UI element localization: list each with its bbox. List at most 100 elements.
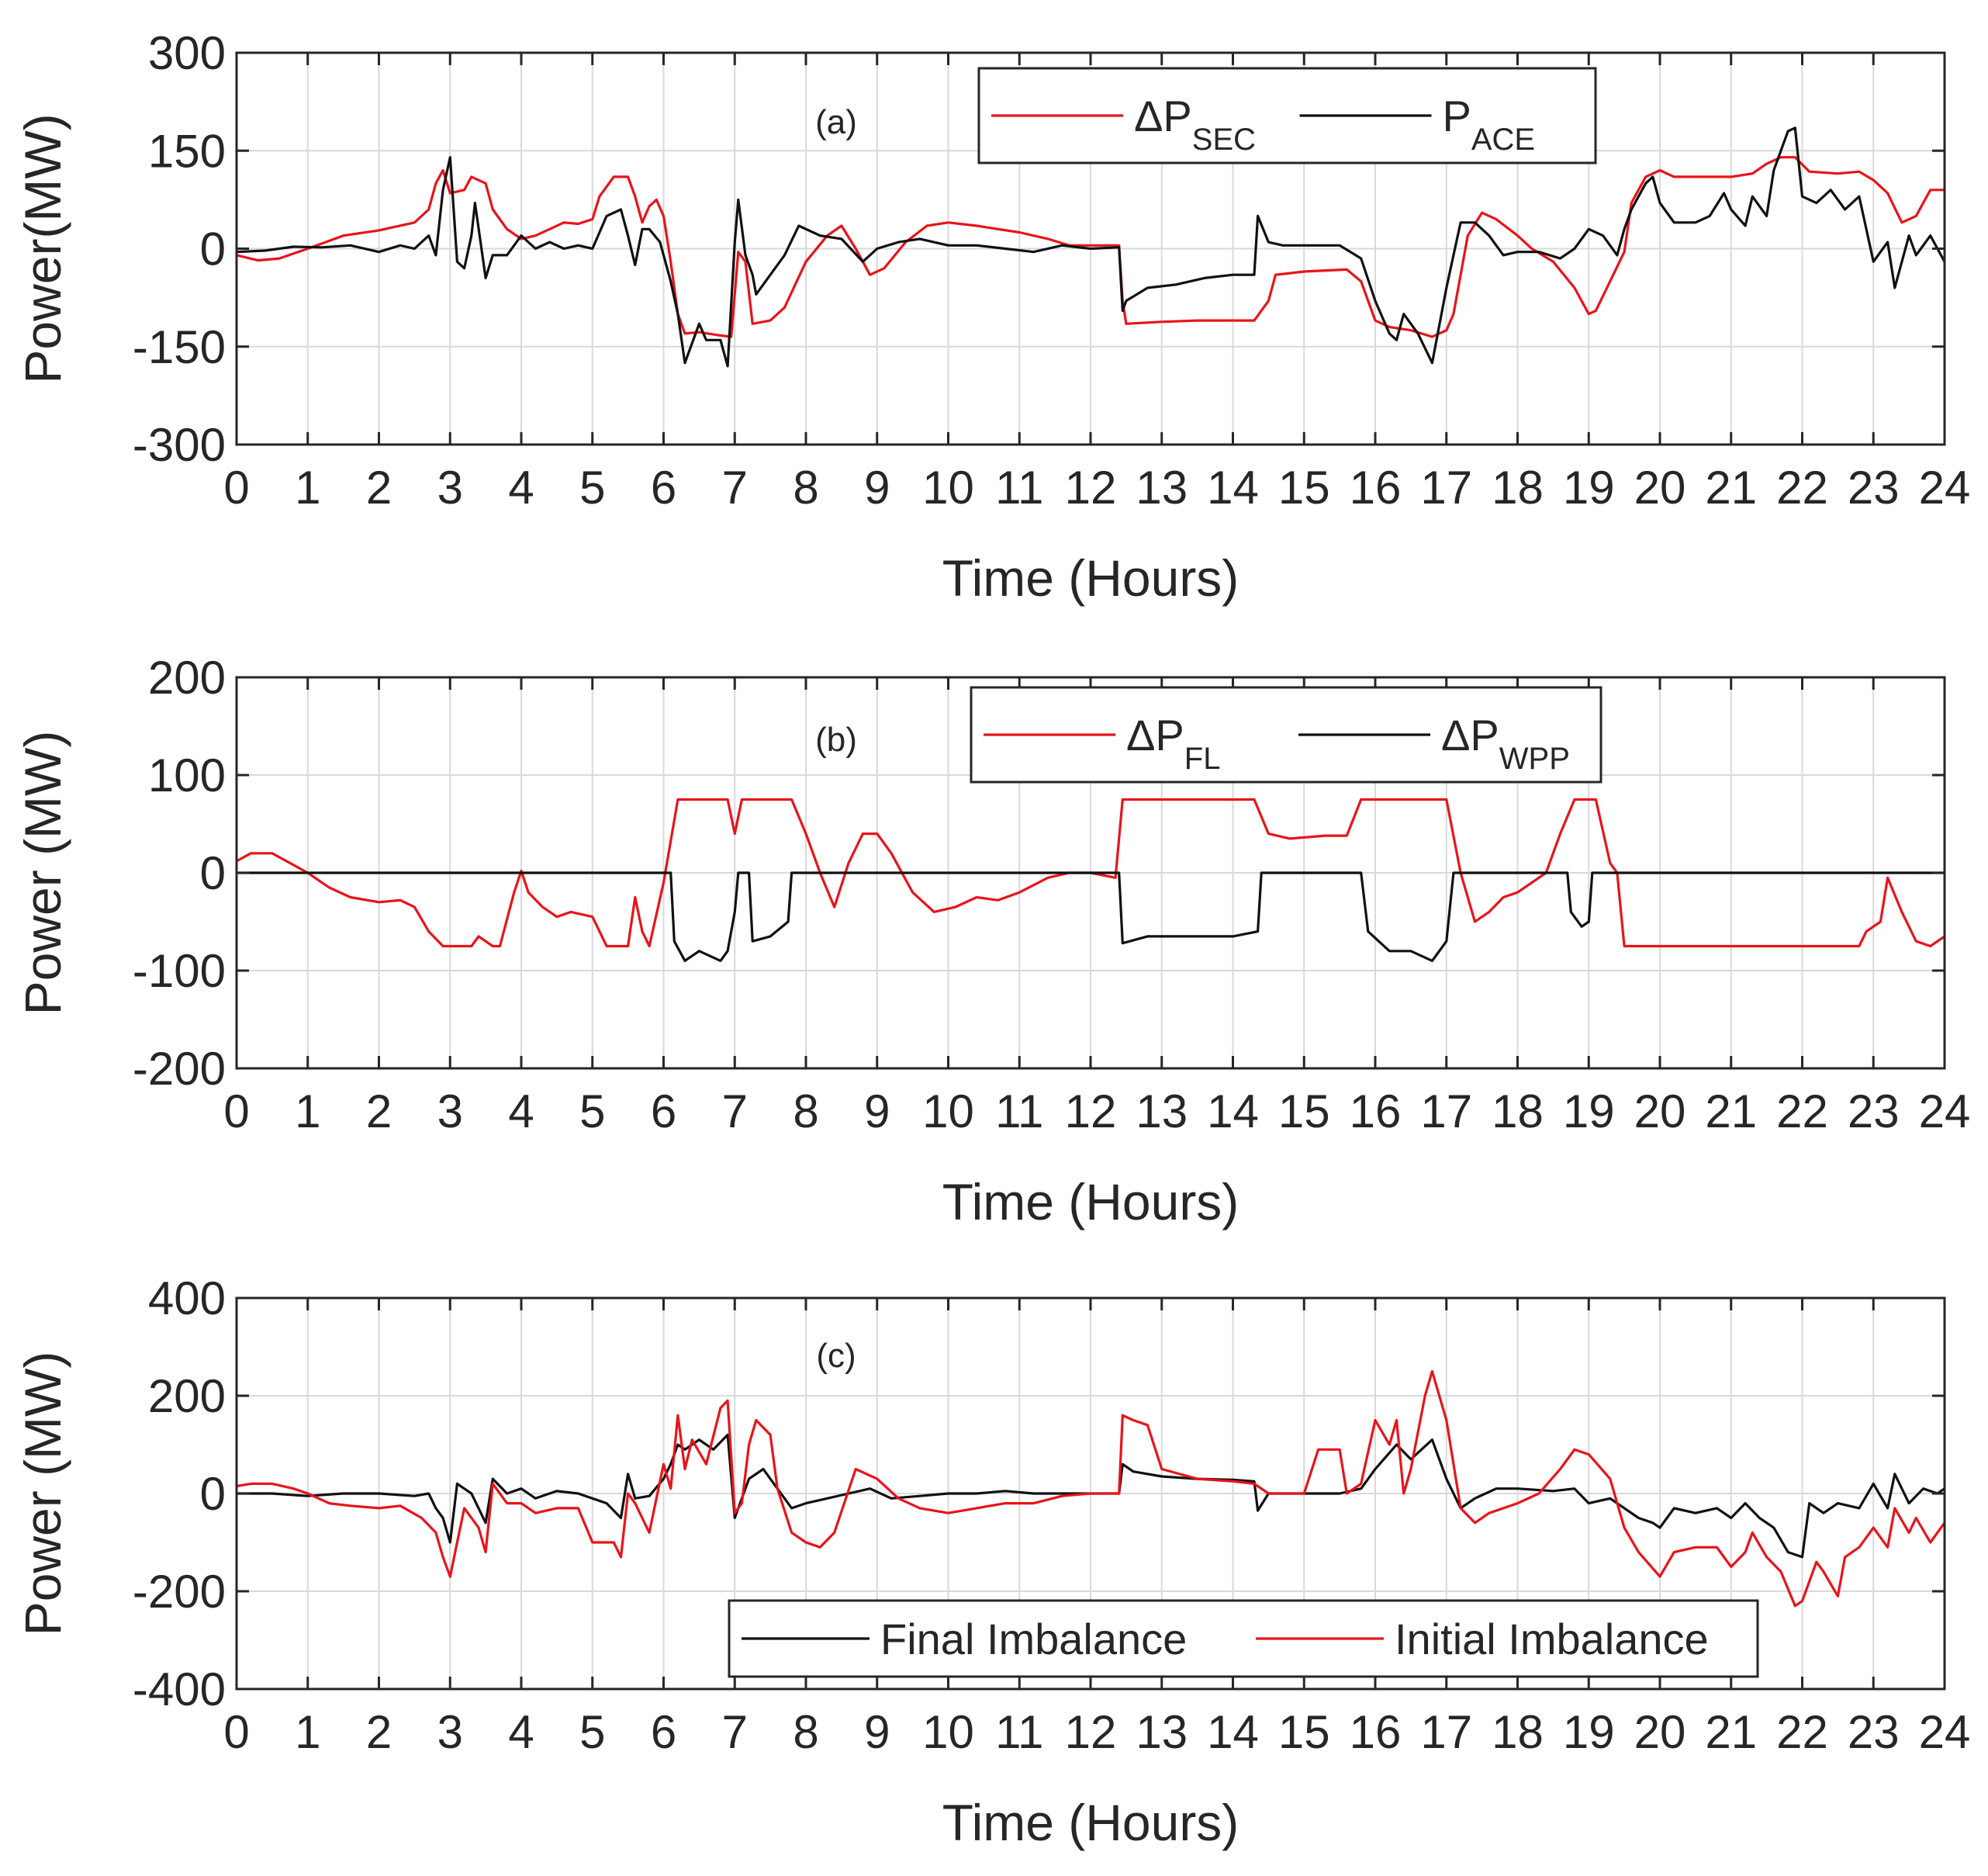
x-tick-label: 4 — [508, 1706, 534, 1758]
legend: Final Imbalance Initial Imbalance — [728, 1599, 1759, 1678]
y-tick-label: -300 — [133, 419, 226, 471]
chart-panel-1: 0 1 2 3 4 5 6 7 8 9 10 11 12 13 14 15 16 17 18 19 20 21 22 23 24… — [14, 27, 1970, 607]
series-line-p-ace — [237, 126, 1945, 368]
x-tick-label: 17 — [1420, 1085, 1472, 1137]
x-tick-label: 5 — [579, 1706, 605, 1758]
x-tick-label: 2 — [366, 462, 392, 514]
x-tick-label: 23 — [1848, 462, 1900, 514]
x-tick-label: 11 — [995, 462, 1043, 514]
x-tick-label: 12 — [1065, 1085, 1117, 1137]
x-tick-label: 8 — [793, 462, 818, 514]
x-tick-label: 14 — [1207, 462, 1259, 514]
x-tick-label: 22 — [1776, 462, 1828, 514]
x-tick-label: 3 — [437, 462, 463, 514]
x-tick-label: 1 — [295, 1085, 320, 1137]
x-tick-label: 13 — [1136, 1706, 1188, 1758]
x-axis-label: Time (Hours) — [942, 1794, 1239, 1851]
x-tick-label: 10 — [922, 1706, 974, 1758]
y-tick-label: 100 — [148, 749, 226, 801]
x-tick-label: 10 — [922, 1085, 974, 1137]
x-tick-label: 21 — [1705, 1085, 1757, 1137]
x-tick-label: 21 — [1705, 462, 1757, 514]
x-tick-label: 16 — [1350, 1706, 1402, 1758]
x-axis-label: Time (Hours) — [942, 1173, 1239, 1230]
x-tick-label: 24 — [1919, 462, 1971, 514]
legend-subscript-1: WPP — [1499, 742, 1570, 776]
x-tick-label: 0 — [223, 462, 249, 514]
x-tick-label: 16 — [1350, 462, 1402, 514]
x-tick-label: 7 — [722, 1085, 748, 1137]
x-tick-label: 23 — [1848, 1085, 1900, 1137]
x-tick-label: 12 — [1065, 1706, 1117, 1758]
y-tick-label: 200 — [148, 652, 226, 704]
x-tick-label: 18 — [1492, 1085, 1544, 1137]
x-tick-label: 21 — [1705, 1706, 1757, 1758]
series-group — [237, 798, 1945, 962]
x-tick-label: 6 — [651, 462, 676, 514]
chart-panel-2: 0 1 2 3 4 5 6 7 8 9 10 11 12 13 14 15 16 17 18 19 20 21 22 23 24… — [14, 652, 1970, 1230]
x-tick-label: 0 — [223, 1085, 249, 1137]
series-group — [237, 126, 1945, 368]
y-tick-label: -200 — [133, 1043, 226, 1095]
x-tick-label: 5 — [579, 462, 605, 514]
x-tick-label: 14 — [1207, 1085, 1259, 1137]
y-axis-label: Power (MW) — [14, 731, 71, 1016]
chart-panel-3: 0 1 2 3 4 5 6 7 8 9 10 11 12 13 14 15 16 17 18 19 20 21 22 23 24… — [14, 1272, 1970, 1851]
y-tick-label: 200 — [148, 1370, 226, 1422]
legend-subscript-1: ACE — [1471, 123, 1535, 157]
legend-box — [728, 1599, 1759, 1678]
legend-subscript-0: SEC — [1192, 123, 1256, 157]
y-tick-label: 400 — [148, 1272, 226, 1324]
x-tick-label: 6 — [651, 1085, 676, 1137]
x-tick-label: 4 — [508, 462, 534, 514]
panel-label: (a) — [815, 103, 857, 141]
legend: ΔPFL ΔPWPP — [970, 686, 1603, 784]
x-tick-label: 17 — [1420, 462, 1472, 514]
x-tick-label: 15 — [1278, 1706, 1330, 1758]
series-line-initial-imbalance — [237, 1369, 1945, 1608]
x-tick-label: 8 — [793, 1706, 818, 1758]
x-tick-label: 9 — [864, 1085, 890, 1137]
x-tick-label: 16 — [1350, 1085, 1402, 1137]
x-tick-label: 9 — [864, 1706, 890, 1758]
x-tick-label: 11 — [995, 1085, 1043, 1137]
x-tick-label: 0 — [223, 1706, 249, 1758]
series-line--p-sec — [237, 156, 1945, 338]
y-tick-label: 300 — [148, 27, 226, 79]
x-tick-label: 3 — [437, 1085, 463, 1137]
x-tick-label: 5 — [579, 1085, 605, 1137]
legend: ΔPSEC PACE — [977, 67, 1597, 164]
x-tick-label: 22 — [1776, 1706, 1828, 1758]
x-tick-label: 3 — [437, 1706, 463, 1758]
y-tick-label: -150 — [133, 321, 226, 373]
x-tick-label: 8 — [793, 1085, 818, 1137]
panel-label: (b) — [815, 721, 857, 759]
x-tick-label: 1 — [295, 1706, 320, 1758]
y-tick-label: 0 — [200, 847, 226, 899]
legend-label-0: Final Imbalance — [880, 1615, 1187, 1663]
x-tick-label: 19 — [1563, 1706, 1615, 1758]
x-tick-label: 13 — [1136, 1085, 1188, 1137]
x-tick-label: 6 — [651, 1706, 676, 1758]
legend-box — [970, 686, 1603, 784]
x-tick-label: 19 — [1563, 1085, 1615, 1137]
x-tick-label: 2 — [366, 1085, 392, 1137]
legend-label-1: Initial Imbalance — [1395, 1615, 1709, 1663]
legend-subscript-0: FL — [1184, 742, 1221, 776]
x-tick-label: 24 — [1919, 1706, 1971, 1758]
y-tick-label: 0 — [200, 1468, 226, 1520]
y-tick-label: 0 — [200, 223, 226, 275]
x-tick-label: 23 — [1848, 1706, 1900, 1758]
x-tick-label: 20 — [1634, 462, 1686, 514]
x-tick-label: 1 — [295, 462, 320, 514]
x-tick-label: 15 — [1278, 1085, 1330, 1137]
x-tick-label: 11 — [995, 1706, 1043, 1758]
panel-label: (c) — [816, 1337, 856, 1375]
x-tick-label: 2 — [366, 1706, 392, 1758]
x-tick-label: 15 — [1278, 462, 1330, 514]
y-tick-label: -100 — [133, 945, 226, 997]
x-tick-label: 17 — [1420, 1706, 1472, 1758]
x-tick-label: 24 — [1919, 1085, 1971, 1137]
y-axis-label: Power(MW) — [14, 113, 71, 383]
